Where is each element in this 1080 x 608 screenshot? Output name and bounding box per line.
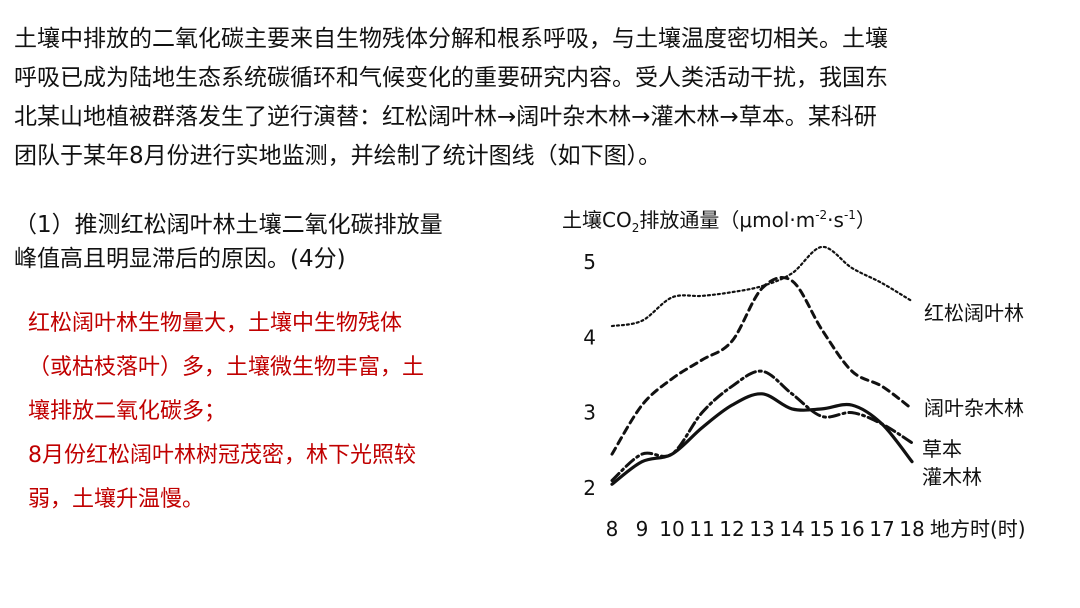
x-tick-label: 18: [899, 517, 924, 541]
y-tick-label: 5: [583, 250, 596, 274]
chart-xlabel: 地方时(时): [930, 517, 1026, 541]
x-tick-label: 11: [689, 517, 714, 541]
x-tick-label: 8: [606, 517, 619, 541]
ylabel-prefix: 土壤CO: [562, 208, 632, 232]
ylabel-middle: 排放通量（μmol·m: [639, 208, 815, 232]
series-line-1: [610, 245, 914, 328]
intro-line-3: 北某山地植被群落发生了逆行演替：红松阔叶林→阔叶杂木林→灌木林→草本。某科研: [14, 104, 877, 130]
y-tick-label: 2: [583, 476, 596, 500]
series-label-2: 阔叶杂木林: [924, 396, 1024, 420]
answer-line-4: 8月份红松阔叶林树冠茂密，林下光照较: [28, 443, 416, 468]
answer-line-2: （或枯枝落叶）多，土壤微生物丰富，土: [28, 355, 425, 380]
x-tick-label: 9: [636, 517, 649, 541]
ylabel-dot: ·s: [827, 208, 844, 232]
intro-paragraph: 土壤中排放的二氧化碳主要来自生物残体分解和根系呼吸，与土壤温度密切相关。土壤 呼…: [14, 20, 1066, 176]
x-tick-label: 16: [839, 517, 864, 541]
x-tick-label: 15: [809, 517, 834, 541]
x-tick-label: 14: [779, 517, 804, 541]
series-line-4: [610, 392, 914, 486]
question-line-1: （1）推测红松阔叶林土壤二氧化碳排放量: [14, 212, 443, 238]
y-tick-label: 4: [583, 325, 596, 349]
ylabel-sup1: -2: [815, 208, 827, 222]
answer-text: 红松阔叶林生物量大，土壤中生物残体 （或枯枝落叶）多，土壤微生物丰富，土 壤排放…: [28, 302, 528, 522]
x-tick-label: 10: [659, 517, 684, 541]
series-line-2: [610, 276, 914, 456]
x-tick-label: 17: [869, 517, 894, 541]
series-label-1: 红松阔叶林: [924, 301, 1024, 325]
x-tick-label: 12: [719, 517, 744, 541]
answer-line-1: 红松阔叶林生物量大，土壤中生物残体: [28, 311, 403, 336]
series-label-4: 灌木林: [922, 465, 982, 489]
series-label-3: 草本: [922, 437, 962, 461]
y-tick-label: 3: [583, 401, 596, 425]
question-text: （1）推测红松阔叶林土壤二氧化碳排放量 峰值高且明显滞后的原因。(4分): [14, 208, 534, 276]
series-line-3: [610, 369, 914, 482]
intro-line-1: 土壤中排放的二氧化碳主要来自生物残体分解和根系呼吸，与土壤温度密切相关。土壤: [14, 26, 888, 52]
answer-line-5: 弱，土壤升温慢。: [28, 487, 205, 512]
ylabel-sup2: -1: [844, 208, 856, 222]
intro-line-4: 团队于某年8月份进行实地监测，并绘制了统计图线（如下图）。: [14, 143, 662, 169]
chart-ylabel: 土壤CO2排放通量（μmol·m-2·s-1）: [562, 208, 876, 235]
answer-line-3: 壤排放二氧化碳多；: [28, 399, 227, 424]
ylabel-sub: 2: [632, 221, 640, 235]
x-tick-label: 13: [749, 517, 774, 541]
intro-line-2: 呼吸已成为陆地生态系统碳循环和气候变化的重要研究内容。受人类活动干扰，我国东: [14, 65, 888, 91]
ylabel-suffix: ）: [856, 208, 876, 232]
question-line-2: 峰值高且明显滞后的原因。(4分): [14, 246, 346, 272]
